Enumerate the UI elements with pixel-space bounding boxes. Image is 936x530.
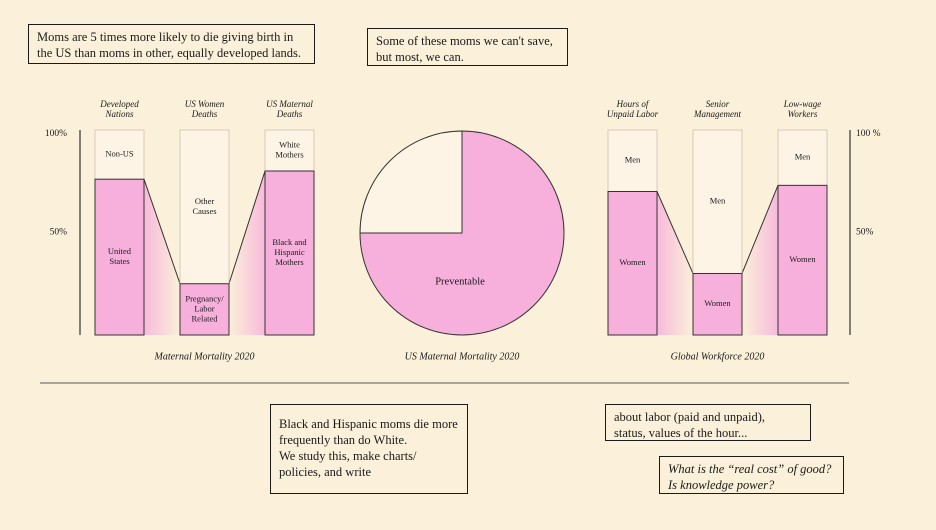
workforce-category-label: Hours of Unpaid Labor — [607, 99, 659, 119]
maternal-connector-fill — [144, 179, 180, 335]
maternal-bar-lower-label: Pregnancy/Labor Related — [185, 293, 224, 323]
maternal-bar-upper — [179, 129, 230, 285]
maternal-bar-upper — [94, 129, 145, 180]
note-top-mid: Some of these moms we can't save, but mo… — [367, 28, 568, 66]
workforce-connector-line — [656, 191, 694, 274]
maternal-bar-lower-label: Black and Hispanic Mothers — [272, 237, 307, 267]
workforce-tick-50: 50% — [856, 228, 874, 238]
maternal-bar-lower — [94, 178, 145, 336]
maternal-tick-100: 100% — [45, 129, 67, 139]
maternal-category-label: US Women Deaths — [185, 99, 225, 119]
workforce-bar-upper — [607, 129, 658, 192]
note-bottom-mid: Black and Hispanic moms die more frequen… — [270, 404, 468, 494]
note-top-left: Moms are 5 times more likely to die givi… — [28, 24, 315, 64]
maternal-bar-lower — [264, 170, 315, 336]
pie-slice-0 — [359, 130, 565, 336]
workforce-bar-lower-label: Women — [619, 257, 646, 267]
maternal-bar-upper-label: Non-US — [105, 149, 134, 159]
workforce-connector-line — [741, 185, 779, 274]
workforce-bar-lower — [777, 184, 828, 336]
maternal-category-label: Developed Nations — [99, 99, 139, 119]
workforce-bar-upper-label: Men — [795, 152, 811, 162]
workforce-bar-upper-label: Men — [710, 196, 726, 206]
maternal-bar-lower — [179, 283, 230, 336]
maternal-connector-fill — [229, 171, 265, 335]
workforce-bar-upper — [777, 129, 828, 186]
workforce-category-label: Low-wage Workers — [783, 99, 822, 119]
workforce-bar-upper — [692, 129, 743, 274]
workforce-bar-lower — [607, 191, 658, 336]
pie-title: US Maternal Mortality 2020 — [405, 351, 520, 362]
workforce-category-label: Senior Management — [693, 99, 741, 119]
workforce-bar-upper-label: Men — [625, 155, 641, 165]
maternal-connector-line — [143, 179, 181, 284]
maternal-bar-lower-label: United States — [108, 246, 132, 266]
note-bottom-right-italic: What is the “real cost” of good? Is know… — [659, 456, 844, 494]
workforce-connector-fill — [657, 191, 693, 335]
workforce-bar-lower — [692, 273, 743, 336]
note-bottom-right: about labor (paid and unpaid), status, v… — [605, 404, 811, 441]
workforce-tick-100: 100 % — [856, 129, 881, 139]
maternal-tick-50: 50% — [50, 228, 68, 238]
maternal-title: Maternal Mortality 2020 — [154, 351, 255, 362]
maternal-category-label: US Maternal Deaths — [266, 99, 313, 119]
pie-slice-label-0: Preventable — [435, 276, 485, 287]
workforce-bar-lower-label: Women — [789, 254, 816, 264]
maternal-bar-upper-label: White Mothers — [275, 139, 303, 159]
workforce-title: Global Workforce 2020 — [671, 351, 765, 362]
maternal-bar-upper-label: Other Causes — [192, 196, 216, 216]
pie-slice-1 — [359, 130, 463, 234]
workforce-bar-lower-label: Women — [704, 298, 731, 308]
workforce-connector-fill — [742, 185, 778, 335]
maternal-bar-upper — [264, 129, 315, 172]
maternal-connector-line — [228, 170, 266, 284]
